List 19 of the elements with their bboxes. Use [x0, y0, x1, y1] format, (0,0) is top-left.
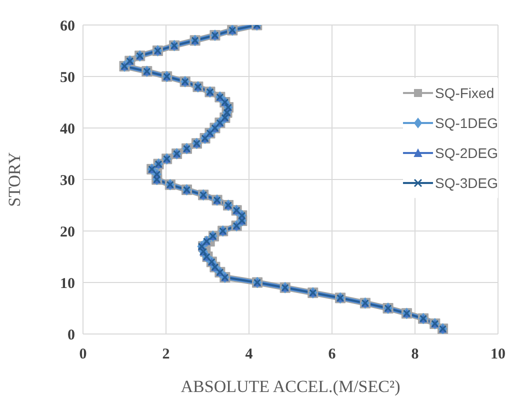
y-tick-label: 30 — [60, 172, 75, 189]
legend-label: SQ-Fixed — [434, 85, 494, 101]
y-tick-label: 0 — [68, 327, 75, 344]
legend-label: SQ-1DEG — [434, 115, 498, 131]
legend-label: SQ-2DEG — [434, 145, 498, 161]
x-tick-label: 2 — [162, 346, 170, 363]
x-axis-title: ABSOLUTE ACCEL.(M/SEC²) — [180, 377, 400, 396]
x-tick-label: 8 — [411, 346, 419, 363]
y-tick-label: 20 — [60, 224, 75, 240]
y-tick-label: 60 — [60, 18, 75, 34]
y-tick-label: 40 — [60, 121, 75, 138]
y-axis-title: STORY — [5, 152, 24, 207]
x-tick-label: 4 — [245, 346, 254, 363]
y-tick-label: 50 — [60, 70, 75, 86]
x-tick-label: 6 — [328, 346, 336, 363]
legend-label: SQ-3DEG — [434, 175, 498, 191]
x-tick-label: 10 — [490, 346, 506, 363]
y-tick-label: 10 — [60, 276, 75, 292]
x-tick-label: 0 — [79, 346, 87, 363]
